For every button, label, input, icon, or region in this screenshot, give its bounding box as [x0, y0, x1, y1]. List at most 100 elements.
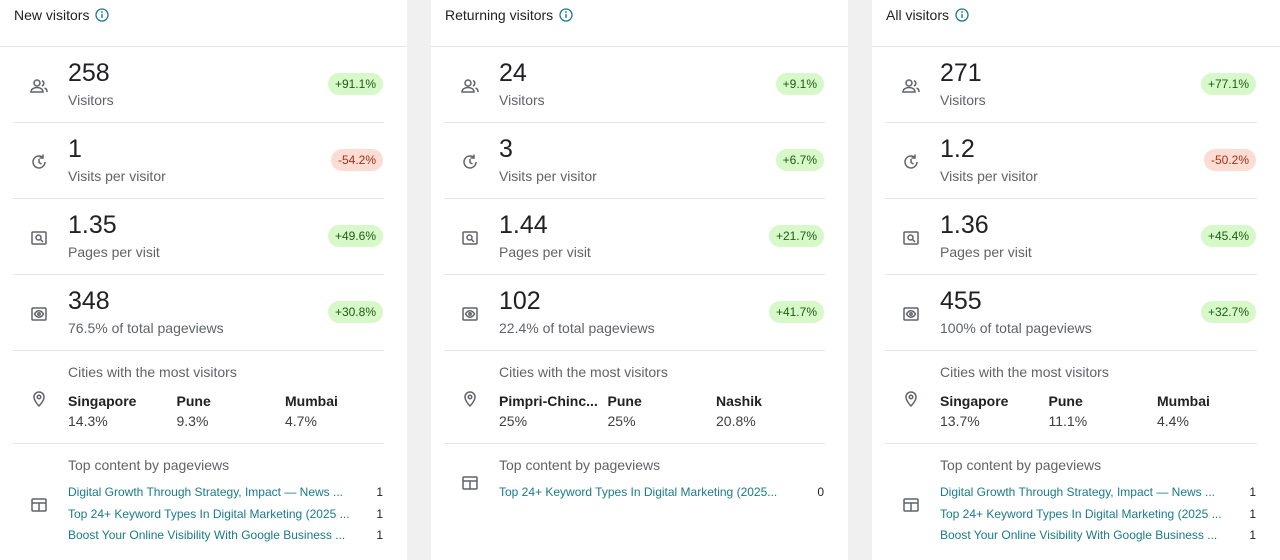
icon: [460, 473, 480, 493]
metric-value: 1.36: [940, 211, 989, 239]
content-count: 1: [1249, 528, 1256, 543]
city-share: 14.3%: [68, 413, 108, 429]
section-title: Cities with the most visitors: [940, 364, 1109, 380]
change-badge: +32.7%: [1200, 301, 1256, 323]
section-title: Top content by pageviews: [940, 457, 1102, 473]
city-name: Singapore: [68, 393, 137, 409]
city-share: 13.7%: [940, 413, 980, 429]
icon: [901, 228, 921, 248]
content-link[interactable]: Digital Growth Through Strategy, Impact …: [940, 485, 1215, 499]
city-share: 20.8%: [716, 413, 756, 429]
change-badge: +9.1%: [775, 73, 824, 95]
divider: [872, 46, 1280, 47]
metric-value: 1: [68, 135, 82, 163]
section-title: Cities with the most visitors: [499, 364, 668, 380]
icon: [901, 76, 921, 96]
divider: [13, 122, 384, 123]
metric-label: Visits per visitor: [940, 168, 1038, 184]
divider: [13, 198, 384, 199]
divider: [885, 198, 1257, 199]
change-badge: -54.2%: [330, 149, 383, 171]
icon: [29, 304, 49, 324]
icon: [29, 152, 49, 172]
divider: [885, 350, 1257, 351]
panel: All visitors 271 Visitors +77.1% 1.2 Visits p…: [872, 0, 1280, 560]
change-badge: +6.7%: [775, 149, 824, 171]
change-badge: +45.4%: [1200, 225, 1256, 247]
metric-label: Pages per visit: [940, 244, 1032, 260]
icon: [29, 228, 49, 248]
metric-value: 1.2: [940, 135, 975, 163]
metric-label: 76.5% of total pageviews: [68, 320, 224, 336]
content-link[interactable]: Boost Your Online Visibility With Google…: [940, 528, 1218, 543]
change-badge: +77.1%: [1200, 73, 1256, 95]
info-icon[interactable]: [949, 7, 969, 23]
icon: [29, 76, 49, 96]
icon: [901, 152, 921, 172]
content-link[interactable]: Top 24+ Keyword Types In Digital Marketi…: [499, 485, 778, 499]
content-count: 1: [376, 528, 383, 543]
metric-label: Pages per visit: [499, 244, 591, 260]
divider: [13, 350, 384, 351]
content-link[interactable]: Boost Your Online Visibility With Google…: [68, 528, 346, 543]
divider: [444, 443, 825, 444]
city-name: Mumbai: [1157, 393, 1210, 409]
city-share: 25%: [499, 413, 528, 429]
divider: [0, 46, 407, 47]
metric-label: Pages per visit: [68, 244, 160, 260]
metric-label: Visits per visitor: [499, 168, 597, 184]
change-badge: +91.1%: [327, 73, 383, 95]
city-share: 4.7%: [285, 413, 317, 429]
metric-label: Visitors: [499, 92, 545, 108]
metric-label: Visits per visitor: [68, 168, 166, 184]
city-name: Nashik: [716, 393, 762, 409]
content-link[interactable]: Top 24+ Keyword Types In Digital Marketi…: [68, 506, 350, 521]
panel-title: All visitors: [886, 7, 969, 23]
icon: [460, 228, 480, 248]
panel: Returning visitors 24 Visitors +9.1% 3 Visits…: [431, 0, 848, 560]
metric-label: Visitors: [940, 92, 986, 108]
info-icon[interactable]: [89, 7, 110, 23]
metric-value: 455: [940, 287, 982, 315]
icon: [29, 389, 49, 409]
change-badge: +41.7%: [768, 301, 824, 323]
divider: [885, 122, 1257, 123]
icon: [460, 304, 480, 324]
city-share: 25%: [607, 413, 636, 429]
metric-label: 100% of total pageviews: [940, 320, 1092, 336]
city-name: Pune: [607, 393, 642, 409]
icon: [460, 152, 480, 172]
city-name: Pimpri-Chinc...: [499, 393, 598, 409]
content-count: 0: [817, 485, 824, 499]
metric-value: 271: [940, 59, 982, 87]
divider: [444, 122, 825, 123]
metric-value: 24: [499, 59, 527, 87]
section-title: Top content by pageviews: [499, 457, 661, 473]
panel-title: New visitors: [14, 7, 110, 23]
city-share: 9.3%: [176, 413, 209, 429]
divider: [13, 274, 384, 275]
change-badge: +30.8%: [327, 301, 383, 323]
content-count: 1: [1249, 485, 1256, 499]
content-link[interactable]: Digital Growth Through Strategy, Impact …: [68, 485, 343, 499]
divider: [444, 350, 825, 351]
icon: [460, 389, 480, 409]
content-link[interactable]: Top 24+ Keyword Types In Digital Marketi…: [940, 506, 1222, 521]
divider: [444, 198, 825, 199]
metric-label: Visitors: [68, 92, 114, 108]
icon: [460, 76, 480, 96]
panel: New visitors 258 Visitors +91.1% 1 Visits per…: [0, 0, 407, 560]
section-title: Cities with the most visitors: [68, 364, 237, 380]
icon: [901, 304, 921, 324]
section-title: Top content by pageviews: [68, 457, 230, 473]
icon: [29, 495, 49, 515]
icon: [901, 389, 921, 409]
city-name: Pune: [176, 393, 211, 409]
content-count: 1: [1249, 506, 1256, 521]
metric-label: 22.4% of total pageviews: [499, 320, 655, 336]
metric-value: 1.35: [68, 211, 117, 239]
info-icon[interactable]: [553, 7, 573, 23]
icon: [901, 495, 921, 515]
city-name: Mumbai: [285, 393, 338, 409]
